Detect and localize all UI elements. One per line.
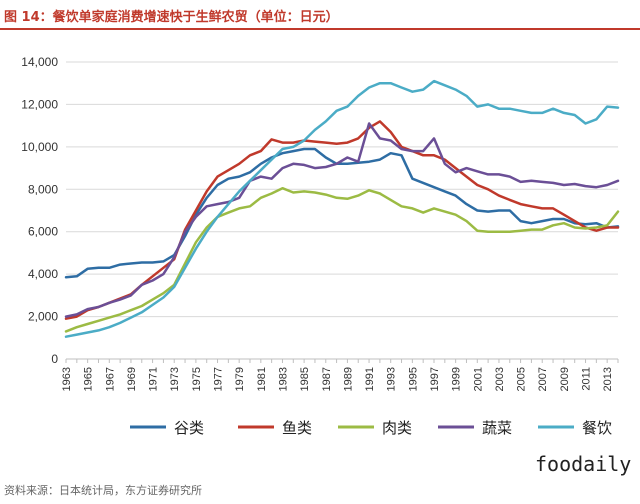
x-tick-label: 2009 <box>559 367 571 391</box>
x-tick-label: 1985 <box>299 367 311 391</box>
y-tick-label: 14,000 <box>21 55 58 69</box>
chart-title: 图 14：餐饮单家庭消费增速快于生鲜农贸（单位：日元） <box>4 10 339 25</box>
title-divider <box>0 28 640 30</box>
y-tick-label: 8,000 <box>28 182 58 196</box>
series-line-餐饮 <box>64 79 620 338</box>
x-tick-label: 1997 <box>429 367 441 391</box>
y-tick-label: 10,000 <box>21 140 58 154</box>
x-tick-label: 2003 <box>494 367 506 391</box>
x-tick-label: 1967 <box>104 367 116 391</box>
x-tick-label: 1991 <box>364 367 376 391</box>
watermark-logo: foodaily <box>535 452 632 476</box>
grid-lines <box>66 61 618 318</box>
axes: 0 2,000 4,000 6,000 8,000 10,000 12,000 14,000 1… <box>21 55 619 391</box>
x-tick-label: 1963 <box>61 367 73 391</box>
y-tick-label: 12,000 <box>21 97 58 111</box>
x-tick-label: 2007 <box>537 367 549 391</box>
x-tick-label: 2011 <box>581 367 593 391</box>
x-tick-label: 2001 <box>472 367 484 391</box>
source-note: 资料来源：日本统计局，东方证券研究所 <box>4 484 202 497</box>
x-tick-label: 1981 <box>256 367 268 391</box>
legend-label: 肉类 <box>382 419 412 437</box>
series-line-肉类 <box>64 186 620 333</box>
legend-label: 餐饮 <box>582 419 612 437</box>
y-tick-label: 6,000 <box>28 225 58 239</box>
series-line-谷类 <box>64 147 620 279</box>
x-tick-label: 1965 <box>83 367 95 391</box>
legend-label: 蔬菜 <box>482 419 512 437</box>
x-tick-label: 1975 <box>191 367 203 391</box>
line-chart: 0 2,000 4,000 6,000 8,000 10,000 12,000 14,000 1… <box>21 55 620 437</box>
x-tick-label: 1983 <box>277 367 289 391</box>
x-tick-label: 1987 <box>321 367 333 391</box>
x-tick-label: 1993 <box>386 367 398 391</box>
x-tick-label: 1979 <box>234 367 246 391</box>
y-tick-label: 2,000 <box>28 310 58 324</box>
y-tick-label: 4,000 <box>28 267 58 281</box>
series-line-蔬菜 <box>64 122 620 318</box>
y-tick-label: 0 <box>51 352 58 366</box>
x-tick-label: 1977 <box>213 367 225 391</box>
series-lines <box>64 79 620 338</box>
legend-label: 谷类 <box>174 419 204 437</box>
x-tick-label: 1999 <box>451 367 463 391</box>
x-tick-label: 1971 <box>148 367 160 391</box>
legend-label: 鱼类 <box>282 419 312 437</box>
x-tick-label: 2013 <box>602 367 614 391</box>
x-tick-label: 1995 <box>407 367 419 391</box>
x-tick-label: 1969 <box>126 367 138 391</box>
x-tick-label: 1989 <box>342 367 354 391</box>
x-tick-label: 1973 <box>169 367 181 391</box>
x-tick-label: 2005 <box>516 367 528 391</box>
legend: 谷类 鱼类 肉类 蔬菜 餐饮 <box>130 419 612 437</box>
series-line-鱼类 <box>64 120 620 320</box>
